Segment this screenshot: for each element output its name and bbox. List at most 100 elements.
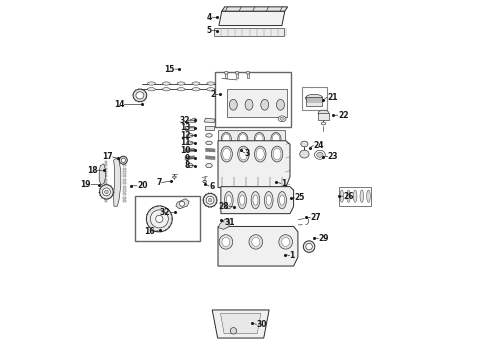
Bar (339, 187, 371, 206)
Ellipse shape (266, 195, 271, 205)
Ellipse shape (340, 190, 343, 202)
Ellipse shape (252, 238, 260, 246)
Ellipse shape (102, 188, 110, 196)
Bar (123, 182, 126, 184)
Ellipse shape (187, 163, 193, 168)
Ellipse shape (162, 87, 170, 91)
Ellipse shape (305, 94, 323, 102)
Ellipse shape (150, 210, 169, 228)
Bar (123, 161, 126, 163)
Bar (247, 73, 249, 78)
Text: 14: 14 (114, 100, 124, 109)
Text: 15: 15 (165, 65, 175, 74)
Ellipse shape (156, 215, 163, 222)
Ellipse shape (279, 235, 293, 249)
Ellipse shape (315, 150, 325, 159)
Text: 12: 12 (180, 131, 190, 140)
Ellipse shape (246, 71, 250, 74)
Ellipse shape (208, 198, 212, 202)
Polygon shape (204, 118, 215, 122)
Ellipse shape (238, 132, 248, 145)
Ellipse shape (133, 89, 147, 102)
Ellipse shape (251, 192, 260, 209)
Ellipse shape (99, 185, 113, 199)
Bar (104, 168, 107, 170)
Ellipse shape (136, 92, 144, 99)
Ellipse shape (300, 150, 309, 158)
Text: 21: 21 (327, 93, 338, 102)
Ellipse shape (306, 243, 312, 250)
Polygon shape (219, 11, 285, 26)
Ellipse shape (271, 132, 281, 145)
Bar (104, 164, 107, 166)
Ellipse shape (179, 201, 185, 206)
Ellipse shape (301, 141, 308, 147)
Text: 1: 1 (281, 179, 286, 188)
Bar (123, 164, 126, 166)
Ellipse shape (221, 132, 231, 145)
Text: 3: 3 (245, 149, 250, 158)
Bar (123, 171, 126, 174)
Ellipse shape (317, 152, 323, 157)
Text: 23: 23 (328, 152, 338, 161)
Bar (123, 168, 126, 170)
Ellipse shape (226, 195, 231, 205)
Text: 31: 31 (224, 217, 235, 227)
Text: 27: 27 (311, 213, 321, 222)
Ellipse shape (187, 141, 193, 145)
Ellipse shape (280, 117, 284, 120)
Bar (104, 186, 107, 188)
Ellipse shape (172, 176, 176, 178)
Bar (225, 73, 227, 78)
Bar (104, 197, 107, 199)
Ellipse shape (147, 82, 155, 85)
Bar (104, 182, 107, 184)
Text: 25: 25 (294, 194, 305, 202)
Ellipse shape (278, 192, 286, 209)
Ellipse shape (271, 146, 283, 162)
Bar (123, 189, 126, 192)
Ellipse shape (367, 190, 370, 202)
Text: 13: 13 (180, 123, 190, 132)
Text: 4: 4 (207, 13, 212, 22)
Ellipse shape (203, 193, 217, 207)
Ellipse shape (219, 235, 233, 249)
Bar (301, 87, 327, 110)
Ellipse shape (206, 163, 212, 168)
Ellipse shape (238, 192, 246, 209)
Bar (204, 126, 214, 130)
Ellipse shape (177, 82, 185, 85)
Ellipse shape (238, 146, 249, 162)
Ellipse shape (203, 180, 206, 183)
Bar (104, 200, 107, 202)
Text: 7: 7 (156, 178, 162, 187)
Ellipse shape (147, 206, 172, 232)
Ellipse shape (261, 99, 269, 110)
Polygon shape (221, 186, 294, 213)
Ellipse shape (221, 146, 232, 162)
Polygon shape (114, 158, 121, 206)
Ellipse shape (272, 134, 280, 144)
Bar (135, 196, 200, 241)
Bar (104, 189, 107, 192)
Ellipse shape (360, 190, 364, 202)
Polygon shape (176, 199, 189, 209)
Text: 8: 8 (185, 161, 190, 170)
Bar (123, 200, 126, 202)
Text: 18: 18 (87, 166, 98, 175)
Text: 20: 20 (137, 181, 147, 190)
Ellipse shape (303, 241, 315, 252)
Ellipse shape (147, 87, 155, 91)
Ellipse shape (192, 82, 200, 85)
Text: 5: 5 (207, 26, 212, 35)
Ellipse shape (187, 134, 193, 137)
Polygon shape (222, 7, 288, 11)
Text: 32: 32 (180, 116, 190, 125)
Ellipse shape (276, 99, 284, 110)
Ellipse shape (256, 134, 263, 144)
Ellipse shape (235, 71, 239, 74)
Bar (104, 175, 107, 177)
Bar (236, 73, 238, 78)
Ellipse shape (280, 195, 285, 205)
Text: 9: 9 (185, 153, 190, 163)
